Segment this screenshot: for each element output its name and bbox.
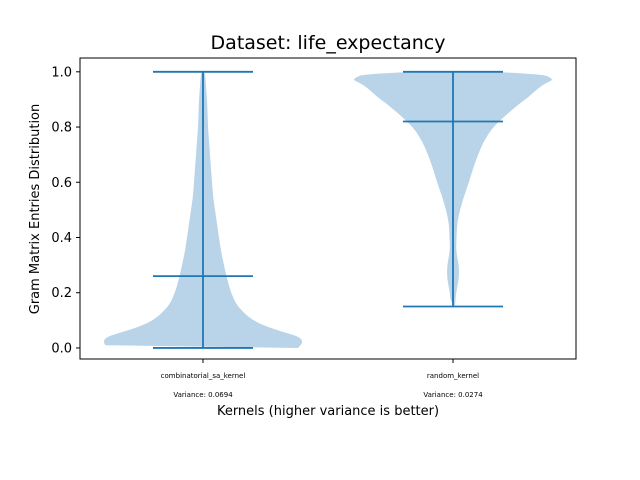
y-tick-label: 0.8 <box>51 121 72 136</box>
y-tick-label: 0.2 <box>51 286 72 301</box>
chart-title: Dataset: life_expectancy <box>211 32 446 54</box>
variance-label-combinatorial_sa_kernel: Variance: 0.0694 <box>173 391 233 399</box>
y-axis-label: Gram Matrix Entries Distribution <box>28 104 43 315</box>
y-tick-label: 1.0 <box>51 65 72 80</box>
plot-area: combinatorial_sa_kernel Variance: 0.0694 r… <box>51 57 577 399</box>
x-axis-label: Kernels (higher variance is better) <box>217 404 439 419</box>
x-tick-label-random_kernel: random_kernel <box>427 372 479 380</box>
x-tick-label-combinatorial_sa_kernel: combinatorial_sa_kernel <box>161 372 246 380</box>
y-tick-label: 0.0 <box>51 341 72 356</box>
axes-frame <box>79 57 577 360</box>
y-tick-label: 0.4 <box>51 231 72 246</box>
variance-label-random_kernel: Variance: 0.0274 <box>423 391 483 399</box>
y-tick-label: 0.6 <box>51 176 72 191</box>
